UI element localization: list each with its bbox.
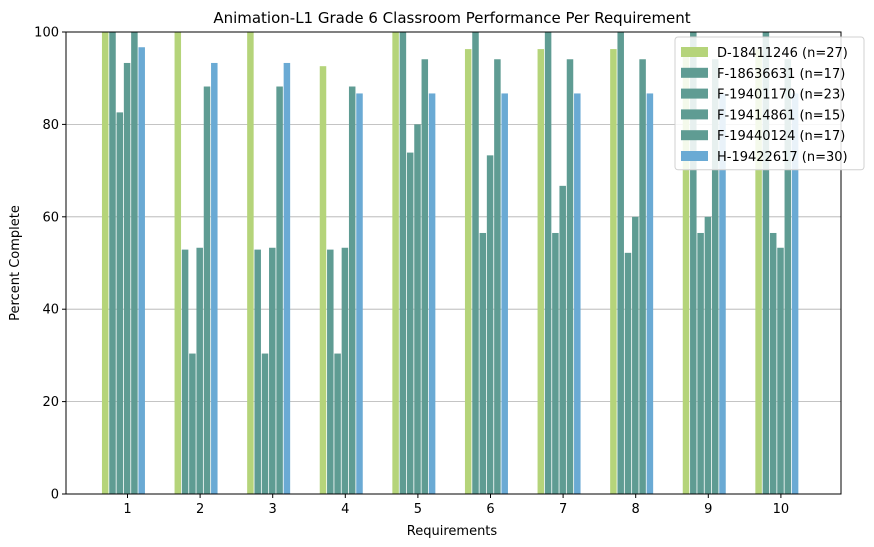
bar xyxy=(123,62,131,494)
bar xyxy=(784,59,792,495)
y-tick-label: 80 xyxy=(42,118,59,133)
bar xyxy=(174,32,182,494)
bar xyxy=(777,247,784,494)
x-tick-label: 10 xyxy=(773,502,790,517)
x-tick-label: 2 xyxy=(196,502,204,517)
legend: D-18411246 (n=27) F-18636631 (n=17) F-1940… xyxy=(674,36,865,171)
bar xyxy=(501,93,508,495)
bar xyxy=(269,247,276,494)
chart-title: Animation-L1 Grade 6 Classroom Performan… xyxy=(213,9,690,27)
bar xyxy=(711,59,719,495)
x-axis-label: Requirements xyxy=(407,524,498,539)
bar xyxy=(697,232,704,494)
bar xyxy=(181,249,189,494)
legend-label: F-19440124 (n=17) xyxy=(717,129,845,144)
x-tick-label: 5 xyxy=(414,502,422,517)
bar xyxy=(704,216,712,495)
bar xyxy=(254,249,261,494)
bar xyxy=(319,66,327,495)
y-tick-label: 100 xyxy=(34,26,59,41)
legend-label: F-18636631 (n=17) xyxy=(717,67,845,82)
x-tick-label: 3 xyxy=(269,502,277,517)
bar xyxy=(356,93,363,495)
bar xyxy=(131,32,138,494)
bar xyxy=(334,353,341,494)
legend-swatch xyxy=(681,151,708,161)
bar xyxy=(552,232,559,494)
bar xyxy=(211,62,218,494)
bar xyxy=(327,249,334,494)
bar xyxy=(101,32,109,494)
bar xyxy=(791,93,799,495)
bar xyxy=(276,86,283,495)
y-tick-label: 0 xyxy=(51,488,59,503)
bar xyxy=(632,216,639,495)
bar xyxy=(138,47,145,494)
bar xyxy=(682,49,690,495)
bar xyxy=(116,112,124,494)
bar xyxy=(109,32,116,494)
bar xyxy=(544,32,552,494)
y-axis-label: Percent Complete xyxy=(8,205,23,321)
x-tick-label: 4 xyxy=(341,502,349,517)
x-axis-ticks: 1 2 3 4 5 6 7 8 9 10 xyxy=(123,494,789,517)
bar xyxy=(261,353,269,494)
bar xyxy=(639,59,646,495)
bar xyxy=(610,49,617,495)
legend-swatch xyxy=(681,88,708,99)
legend-label: D-18411246 (n=27) xyxy=(717,46,848,61)
bar xyxy=(486,155,494,494)
bar xyxy=(559,185,566,494)
bar xyxy=(762,32,770,494)
bar xyxy=(574,93,581,495)
bar xyxy=(755,49,762,495)
bars xyxy=(101,32,799,495)
legend-box xyxy=(674,36,865,171)
bar xyxy=(769,232,777,494)
legend-swatch xyxy=(681,67,708,78)
bar xyxy=(646,93,654,495)
bar xyxy=(464,49,472,495)
x-tick-label: 8 xyxy=(632,502,640,517)
bar xyxy=(624,252,632,494)
bar xyxy=(537,49,545,495)
legend-swatch xyxy=(681,109,708,120)
bar xyxy=(189,353,196,494)
bar xyxy=(428,93,436,495)
bar xyxy=(690,32,697,494)
legend-label: H-19422617 (n=30) xyxy=(717,150,848,165)
legend-swatch xyxy=(681,47,708,57)
x-tick-label: 9 xyxy=(704,502,712,517)
x-tick-label: 7 xyxy=(559,502,567,517)
bar xyxy=(617,32,624,494)
x-tick-label: 1 xyxy=(123,502,131,517)
bar xyxy=(479,232,487,494)
bar xyxy=(283,62,291,494)
bar xyxy=(392,32,399,494)
y-tick-label: 40 xyxy=(42,303,59,318)
legend-label: F-19414861 (n=15) xyxy=(717,108,845,123)
legend-swatch xyxy=(681,130,708,141)
bar xyxy=(406,152,414,494)
bar xyxy=(566,59,574,495)
y-tick-label: 60 xyxy=(42,210,59,225)
bar xyxy=(414,124,421,495)
bar xyxy=(348,86,356,495)
legend-label: F-19401170 (n=23) xyxy=(717,88,845,103)
bar xyxy=(719,93,726,495)
bar xyxy=(247,32,254,494)
bar xyxy=(341,247,349,494)
bar xyxy=(399,32,407,494)
bar xyxy=(196,247,203,494)
y-tick-label: 20 xyxy=(42,395,59,410)
x-tick-label: 6 xyxy=(486,502,494,517)
y-axis-ticks: 0 20 40 60 80 100 xyxy=(34,26,66,503)
bar xyxy=(421,59,429,495)
bar xyxy=(494,59,501,495)
bar xyxy=(203,86,211,495)
plot-frame xyxy=(65,31,842,495)
bar xyxy=(472,32,479,494)
